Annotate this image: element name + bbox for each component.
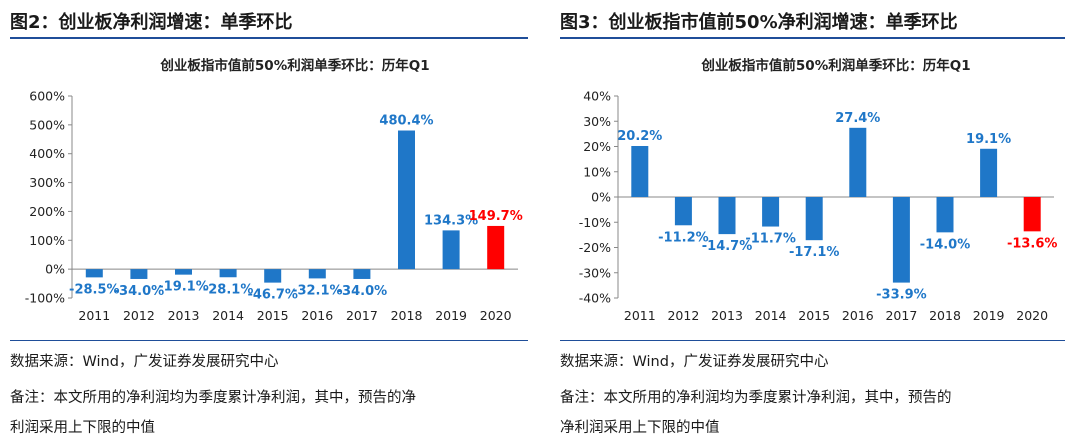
note-line-1: 备注：本文所用的净利润均为季度累计净利润，其中，预告的净 — [10, 390, 416, 406]
bar-2019 — [442, 230, 460, 270]
bar-2015 — [805, 197, 823, 241]
y-tick-label: 30% — [583, 114, 611, 129]
x-tick-label: 2011 — [78, 308, 110, 323]
y-tick-label: 20% — [583, 139, 611, 154]
bar-2020 — [487, 225, 505, 270]
bar-2011 — [631, 145, 649, 197]
bar-2012 — [130, 269, 148, 279]
data-label: 149.7% — [469, 209, 523, 224]
data-label: -11.7% — [745, 232, 796, 247]
figure-title: 图3：创业板指市值前50%净利润增速：单季环比 — [560, 12, 958, 33]
figure-panel-left: 图2：创业板净利润增速：单季环比 创业板指市值前50%利润单季环比：历年Q1 -1… — [10, 0, 528, 445]
y-tick-label: -20% — [579, 240, 611, 255]
title-rule — [10, 37, 528, 39]
x-tick-label: 2012 — [123, 308, 155, 323]
bar-2011 — [85, 269, 103, 278]
data-label: -28.5% — [69, 282, 120, 297]
data-label: -34.0% — [337, 284, 388, 299]
y-tick-label: 100% — [29, 233, 65, 248]
bar-2012 — [674, 197, 692, 226]
x-tick-label: 2014 — [755, 308, 787, 323]
bar-2016 — [849, 127, 867, 197]
data-source: 数据来源：Wind，广发证券发展研究中心 — [560, 354, 829, 370]
bar-2013 — [175, 269, 192, 275]
source-rule — [10, 340, 528, 341]
x-tick-label: 2020 — [1016, 308, 1048, 323]
data-label: -34.0% — [114, 284, 165, 299]
data-label: -14.7% — [702, 239, 753, 254]
chart-title: 创业板指市值前50%利润单季环比：历年Q1 — [700, 57, 970, 74]
data-label: -32.1% — [292, 283, 343, 298]
bar-2017 — [353, 269, 371, 279]
bar-2013 — [718, 197, 736, 235]
data-label: -17.1% — [789, 245, 840, 260]
data-label: -14.0% — [920, 237, 971, 252]
bar-2014 — [219, 269, 237, 278]
y-tick-label: 200% — [29, 204, 65, 219]
data-label: -28.1% — [203, 282, 254, 297]
data-label: -19.1% — [158, 280, 209, 295]
y-tick-label: 10% — [583, 164, 611, 179]
data-label: -11.2% — [658, 230, 709, 245]
bar-2018 — [398, 130, 415, 270]
data-label: 480.4% — [379, 114, 433, 129]
x-tick-label: 2014 — [212, 308, 244, 323]
y-tick-label: 0% — [591, 190, 611, 205]
bar-2019 — [980, 148, 998, 197]
x-tick-label: 2019 — [973, 308, 1005, 323]
data-label: -13.6% — [1007, 236, 1057, 251]
data-label: 20.2% — [617, 129, 662, 144]
x-tick-label: 2016 — [301, 308, 333, 323]
y-tick-label: -40% — [579, 291, 611, 306]
y-tick-label: -100% — [25, 291, 65, 306]
y-tick-label: 0% — [45, 262, 65, 277]
x-tick-label: 2017 — [346, 308, 378, 323]
figure-title: 图2：创业板净利润增速：单季环比 — [10, 12, 293, 33]
x-tick-label: 2016 — [842, 308, 874, 323]
note-line-2: 利润采用上下限的中值 — [10, 420, 155, 436]
data-label: 134.3% — [424, 213, 478, 228]
bar-2020 — [1023, 197, 1041, 232]
y-tick-label: 300% — [29, 175, 65, 190]
x-tick-label: 2013 — [711, 308, 743, 323]
x-tick-label: 2018 — [391, 308, 423, 323]
source-rule — [560, 340, 1065, 341]
bar-2016 — [308, 269, 326, 279]
note-line-1: 备注：本文所用的净利润均为季度累计净利润，其中，预告的 — [560, 390, 952, 406]
y-tick-label: 400% — [29, 146, 65, 161]
y-tick-label: 600% — [29, 89, 65, 104]
note-line-2: 净利润采用上下限的中值 — [560, 420, 720, 436]
y-tick-label: 40% — [583, 89, 611, 104]
x-tick-label: 2020 — [480, 308, 512, 323]
bar-2017 — [892, 197, 910, 283]
y-tick-label: -30% — [579, 265, 611, 280]
y-tick-label: -10% — [579, 215, 611, 230]
bar-2015 — [264, 269, 282, 283]
x-tick-label: 2018 — [929, 308, 961, 323]
data-label: 19.1% — [966, 132, 1011, 147]
x-tick-label: 2015 — [257, 308, 289, 323]
figure-panel-right: 图3：创业板指市值前50%净利润增速：单季环比 创业板指市值前50%利润单季环比… — [560, 0, 1065, 445]
x-tick-label: 2019 — [435, 308, 467, 323]
data-label: -46.7% — [247, 288, 298, 303]
x-tick-label: 2013 — [168, 308, 200, 323]
data-label: -33.9% — [876, 288, 927, 303]
bar-chart-top50-qoq: 创业板指市值前50%利润单季环比：历年Q1 -40% -30% -20% -10% 0% 1… — [579, 57, 1058, 323]
bar-2014 — [762, 197, 780, 227]
x-tick-label: 2012 — [667, 308, 699, 323]
title-rule — [560, 37, 1065, 39]
x-tick-label: 2017 — [885, 308, 917, 323]
y-tick-label: 500% — [29, 117, 65, 132]
bar-2018 — [936, 197, 954, 233]
data-label: 27.4% — [835, 111, 880, 126]
chart-title: 创业板指市值前50%利润单季环比：历年Q1 — [159, 57, 429, 74]
data-source: 数据来源：Wind，广发证券发展研究中心 — [10, 354, 279, 370]
x-tick-label: 2015 — [798, 308, 830, 323]
bar-chart-chinext-qoq: 创业板指市值前50%利润单季环比：历年Q1 -100% 0% 100% 200% 300%… — [25, 57, 523, 323]
x-tick-label: 2011 — [624, 308, 656, 323]
